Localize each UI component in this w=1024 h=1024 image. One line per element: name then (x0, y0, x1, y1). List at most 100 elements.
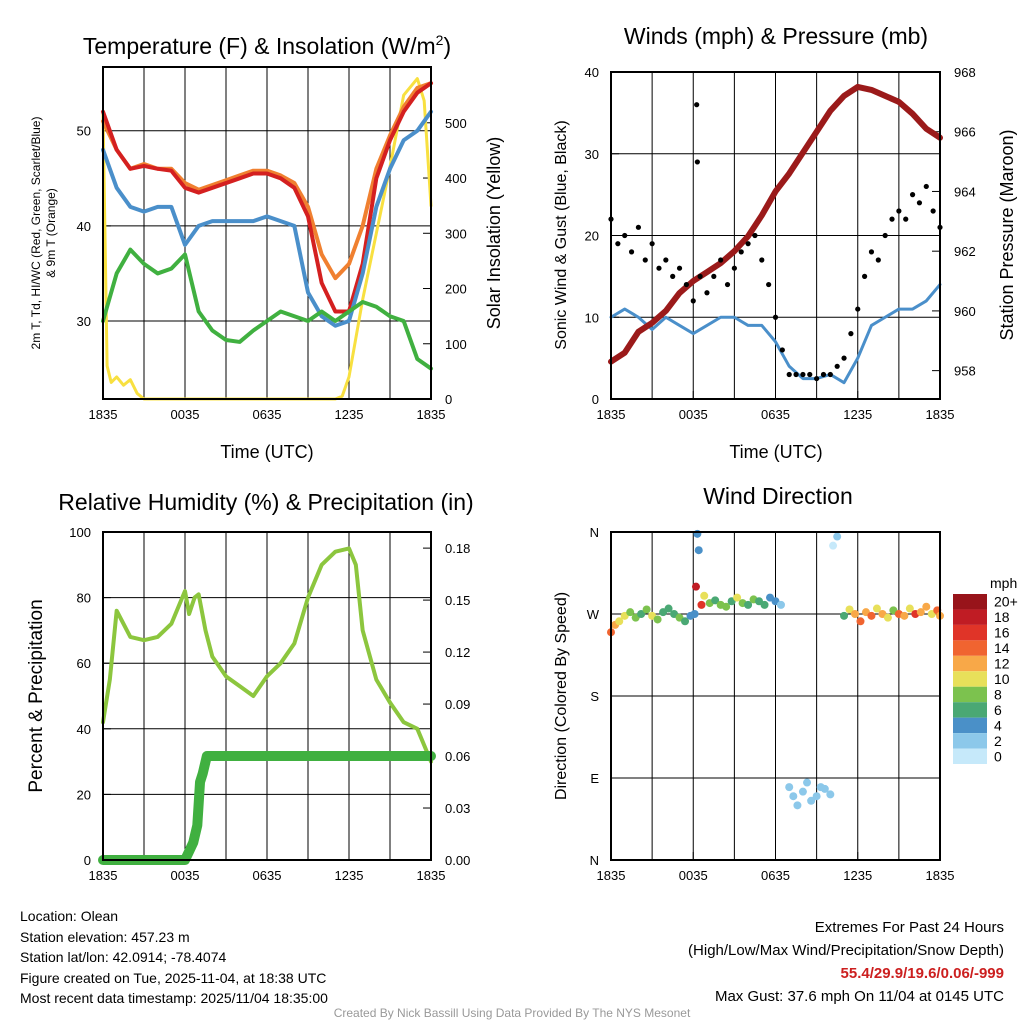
plot-border (610, 71, 941, 400)
wind-direction-point (681, 617, 690, 626)
solar-ylabel: Solar Insolation (Yellow) (484, 137, 504, 329)
y2-tick-label: 0.06 (445, 749, 470, 764)
y2-tick-label: 968 (954, 65, 976, 80)
legend-swatch (953, 671, 987, 687)
gust-point (848, 331, 854, 337)
created-text: Figure created on Tue, 2025-11-04, at 18… (20, 969, 327, 986)
wind-direction-point (760, 600, 769, 609)
gust-point (820, 371, 827, 378)
gust-point (903, 216, 909, 222)
y-tick-label: N (590, 525, 599, 540)
wind-direction-point (840, 611, 849, 620)
y2-tick-label: 0.15 (445, 593, 470, 608)
wind-direction-point (789, 792, 798, 801)
x-tick-label: 0035 (679, 868, 708, 883)
gust-point (622, 232, 628, 239)
y-tick-label: 30 (585, 147, 599, 162)
wind-direction-point (856, 617, 865, 626)
wind-direction-point (829, 541, 838, 550)
gust-point (807, 371, 813, 378)
wind-direction-point (642, 605, 651, 614)
wind-direction-point (867, 611, 876, 620)
x-tick-label: 1835 (89, 407, 118, 422)
temperature-panel: Temperature (F) & Insolation (W/m2) Time… (29, 32, 504, 462)
gust-point (862, 273, 868, 279)
y2-tick-label: 200 (445, 282, 467, 297)
legend-swatch (953, 733, 987, 749)
wind-direction-point (922, 602, 931, 611)
wind-direction-point (872, 604, 881, 613)
humidity-panel: Relative Humidity (%) & Precipitation (i… (26, 489, 474, 883)
legend-swatch (953, 640, 987, 656)
wind-direction-point (900, 611, 909, 620)
x-tick-label: 1835 (417, 407, 446, 422)
gust-point (868, 249, 875, 255)
gust-point (800, 371, 806, 378)
legend-label: 4 (994, 717, 1002, 733)
wind-direction-point (845, 605, 854, 614)
y-tick-label: 80 (77, 591, 91, 606)
pressure-ylabel: Station Pressure (Maroon) (997, 129, 1017, 340)
wind-direction-ylabel: Direction (Colored By Speed) (553, 592, 570, 800)
gust-point (683, 281, 689, 288)
y-tick-label: 40 (585, 65, 599, 80)
credit-text: Created By Nick Bassill Using Data Provi… (333, 1006, 691, 1020)
x-tick-label: 1235 (335, 407, 364, 422)
y-tick-label: 0 (84, 853, 91, 868)
wind-direction-point (793, 801, 802, 810)
y2-tick-label: 964 (954, 184, 976, 199)
wind-direction-point (776, 600, 785, 609)
plot-border (102, 531, 432, 861)
temperature-ylabel-1: 2m T, Td, HI/WC (Red, Green, Scarlet/Blu… (29, 117, 43, 350)
x-tick-label: 1235 (843, 868, 872, 883)
gust-point (855, 306, 861, 312)
gust-point (615, 241, 621, 247)
winds-ylabel: Sonic Wind & Gust (Blue, Black) (553, 120, 570, 349)
y-tick-label: S (590, 689, 599, 704)
y-tick-label: E (590, 771, 599, 786)
legend-swatch (953, 624, 987, 641)
gust-point (670, 273, 676, 279)
y2-tick-label: 400 (445, 171, 467, 186)
series-line-td (101, 109, 433, 328)
legend-label: 0 (994, 748, 1002, 764)
gust-point (694, 159, 700, 165)
max-gust-text: Max Gust: 37.6 mph On 11/04 at 0145 UTC (714, 988, 1004, 1005)
legend-label: 18 (994, 609, 1010, 625)
gust-point (694, 102, 700, 108)
gust-point (704, 290, 710, 296)
gust-point (663, 257, 669, 263)
gust-point (718, 257, 724, 263)
x-tick-label: 1835 (417, 868, 446, 883)
gust-point (793, 371, 799, 378)
gust-point (759, 257, 765, 263)
y2-tick-label: 0.18 (445, 541, 470, 556)
legend-label: 6 (994, 702, 1002, 718)
y-tick-label: N (590, 853, 599, 868)
wind-direction-point (626, 608, 635, 617)
gust-point (841, 355, 847, 361)
winds-xlabel: Time (UTC) (729, 442, 822, 462)
gust-point (697, 273, 703, 279)
legend-label: 14 (994, 640, 1010, 656)
wind-direction-point (803, 778, 812, 787)
y2-tick-label: 0.09 (445, 697, 470, 712)
y-tick-label: 10 (585, 310, 599, 325)
x-tick-label: 0035 (171, 407, 200, 422)
wind-direction-point (798, 787, 807, 796)
y2-tick-label: 0.03 (445, 801, 470, 816)
wind-direction-point (637, 610, 646, 618)
plot-border (102, 66, 432, 400)
legend-swatch (953, 717, 987, 734)
station-info: Location: Olean Station elevation: 457.2… (20, 906, 328, 1009)
y-tick-label: 20 (77, 787, 91, 802)
y2-tick-label: 966 (954, 125, 976, 140)
gust-point (642, 257, 648, 263)
wind-direction-point (916, 608, 925, 617)
y2-tick-label: 100 (445, 337, 467, 352)
legend-label: 2 (994, 733, 1002, 749)
extremes-values: 55.4/29.9/19.6/0.06/-999 (840, 965, 1004, 982)
wind-direction-point (807, 796, 816, 805)
y-tick-label: 40 (77, 722, 91, 737)
plot-border (610, 531, 941, 861)
